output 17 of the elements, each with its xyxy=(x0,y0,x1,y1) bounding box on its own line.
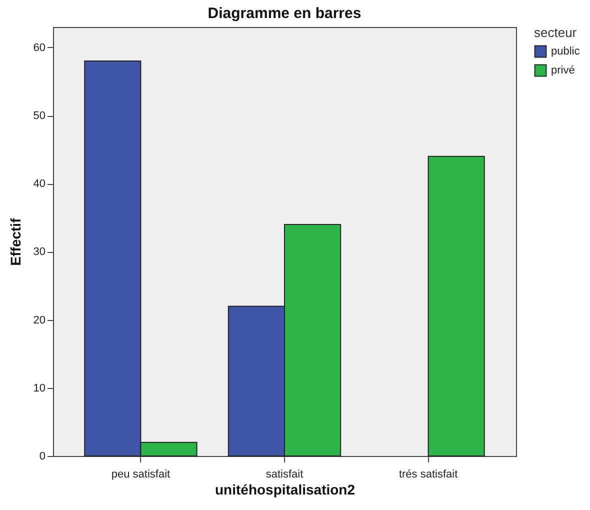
y-tick-label: 60 xyxy=(33,42,46,54)
y-tick-label: 20 xyxy=(33,314,46,326)
legend-label: privé xyxy=(551,64,575,76)
y-tick-label: 30 xyxy=(33,246,46,258)
bar xyxy=(428,156,485,456)
y-tick-label: 10 xyxy=(33,382,46,394)
x-axis-title: unitéhospitalisation2 xyxy=(214,482,356,498)
x-tick-label: trés satisfait xyxy=(398,468,458,480)
chart-title: Diagramme en barres xyxy=(208,5,362,22)
y-tick-label: 40 xyxy=(33,178,46,190)
legend-label: public xyxy=(551,46,580,58)
legend-title: secteur xyxy=(534,25,578,40)
y-tick-label: 0 xyxy=(39,450,46,462)
x-tick-label: peu satisfait xyxy=(111,468,170,480)
x-tick-label: satisfait xyxy=(266,468,304,480)
y-tick-label: 50 xyxy=(33,110,46,122)
y-axis-title: Effectif xyxy=(7,218,24,266)
